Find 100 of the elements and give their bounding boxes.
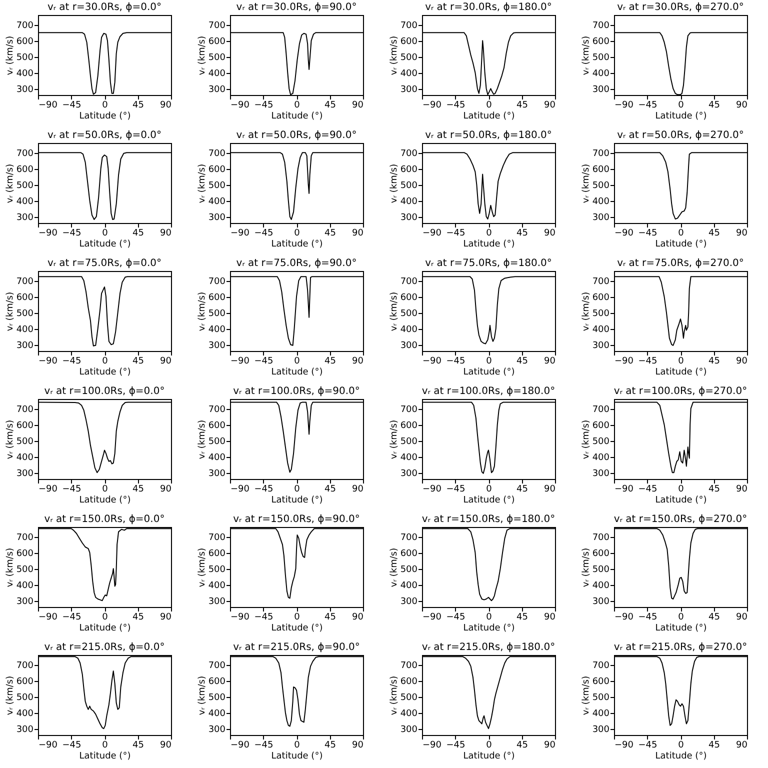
y-tick-label: 400 xyxy=(208,325,226,336)
y-tick-label: 500 xyxy=(208,693,226,704)
y-axis-title: vᵣ (km/s) xyxy=(197,292,208,332)
x-tick-label: −45 xyxy=(446,100,466,110)
y-tick-label: 500 xyxy=(592,565,610,576)
y-axis-title: vᵣ (km/s) xyxy=(197,36,208,76)
y-tick-label: 300 xyxy=(592,341,610,352)
x-axis-title: Latitude (°) xyxy=(79,240,131,250)
x-tick-label: 45 xyxy=(324,100,336,110)
x-tick-label: 90 xyxy=(352,740,364,750)
y-tick-label: 600 xyxy=(400,37,418,48)
y-axis-title: vᵣ (km/s) xyxy=(581,164,592,204)
x-tick-label: 45 xyxy=(324,356,336,366)
y-tick-label: 400 xyxy=(400,197,418,208)
y-tick-label: 700 xyxy=(16,149,34,160)
y-tick-label: 700 xyxy=(16,277,34,288)
x-tick-label: 90 xyxy=(352,228,364,238)
x-tick-label: −45 xyxy=(638,484,658,494)
chart-title: vᵣ at r=50.0Rs, ϕ=180.0° xyxy=(425,130,552,141)
y-tick-label: 300 xyxy=(16,725,34,736)
y-tick-label: 600 xyxy=(592,37,610,48)
y-tick-label: 300 xyxy=(16,597,34,608)
chart-title: vᵣ at r=30.0Rs, ϕ=180.0° xyxy=(425,2,552,13)
chart-title: vᵣ at r=150.0Rs, ϕ=0.0° xyxy=(44,514,165,525)
y-tick-label: 700 xyxy=(208,277,226,288)
x-tick-label: 45 xyxy=(708,228,720,238)
y-tick-label: 600 xyxy=(16,165,34,176)
x-tick-label: −45 xyxy=(254,484,274,494)
y-tick-label: 400 xyxy=(592,325,610,336)
y-tick-label: 300 xyxy=(400,213,418,224)
x-tick-label: −45 xyxy=(62,356,82,366)
x-tick-label: 90 xyxy=(544,612,556,622)
x-tick-label: 90 xyxy=(736,356,748,366)
y-axis-title: vᵣ (km/s) xyxy=(5,676,16,716)
x-axis-title: Latitude (°) xyxy=(79,496,131,506)
x-axis-title: Latitude (°) xyxy=(271,240,323,250)
x-tick-label: −90 xyxy=(614,100,634,110)
x-tick-label: 90 xyxy=(352,356,364,366)
y-axis-title: vᵣ (km/s) xyxy=(389,36,400,76)
y-tick-label: 700 xyxy=(400,661,418,672)
y-tick-label: 400 xyxy=(400,453,418,464)
y-tick-label: 300 xyxy=(592,725,610,736)
x-axis-title: Latitude (°) xyxy=(79,368,131,378)
y-tick-label: 600 xyxy=(16,37,34,48)
x-tick-label: −45 xyxy=(254,740,274,750)
y-tick-label: 600 xyxy=(400,421,418,432)
y-tick-label: 400 xyxy=(400,709,418,720)
y-axis-title: vᵣ (km/s) xyxy=(389,548,400,588)
x-tick-label: −90 xyxy=(614,484,634,494)
x-tick-label: 90 xyxy=(160,740,172,750)
x-tick-label: 90 xyxy=(736,100,748,110)
x-tick-label: 90 xyxy=(544,100,556,110)
y-axis-title: vᵣ (km/s) xyxy=(581,548,592,588)
y-axis-title: vᵣ (km/s) xyxy=(389,292,400,332)
x-tick-label: −45 xyxy=(62,484,82,494)
y-tick-label: 500 xyxy=(400,53,418,64)
y-tick-label: 500 xyxy=(592,53,610,64)
y-tick-label: 400 xyxy=(16,69,34,80)
chart-title: vᵣ at r=150.0Rs, ϕ=180.0° xyxy=(422,514,556,525)
x-tick-label: 0 xyxy=(678,356,684,366)
x-axis-title: Latitude (°) xyxy=(463,368,515,378)
x-axis-title: Latitude (°) xyxy=(271,624,323,634)
x-tick-label: 45 xyxy=(516,484,528,494)
x-tick-label: 45 xyxy=(708,356,720,366)
x-tick-label: 45 xyxy=(708,612,720,622)
chart-title: vᵣ at r=30.0Rs, ϕ=270.0° xyxy=(617,2,744,13)
x-tick-label: −90 xyxy=(422,356,442,366)
y-tick-label: 400 xyxy=(592,453,610,464)
y-tick-label: 600 xyxy=(400,165,418,176)
y-tick-label: 600 xyxy=(16,421,34,432)
x-tick-label: −45 xyxy=(446,740,466,750)
x-tick-label: −90 xyxy=(614,228,634,238)
y-tick-label: 400 xyxy=(208,453,226,464)
x-tick-label: 0 xyxy=(678,740,684,750)
chart-title: vᵣ at r=75.0Rs, ϕ=180.0° xyxy=(425,258,552,269)
x-tick-label: 0 xyxy=(486,612,492,622)
y-tick-label: 600 xyxy=(592,421,610,432)
x-tick-label: 0 xyxy=(678,612,684,622)
y-tick-label: 500 xyxy=(400,309,418,320)
chart-title: vᵣ at r=50.0Rs, ϕ=0.0° xyxy=(47,130,162,141)
y-tick-label: 500 xyxy=(208,53,226,64)
y-tick-label: 400 xyxy=(400,69,418,80)
y-tick-label: 300 xyxy=(208,341,226,352)
y-tick-label: 300 xyxy=(208,85,226,96)
y-tick-label: 600 xyxy=(208,165,226,176)
y-tick-label: 400 xyxy=(208,709,226,720)
y-tick-label: 700 xyxy=(592,533,610,544)
x-axis-title: Latitude (°) xyxy=(463,624,515,634)
x-tick-label: 0 xyxy=(486,100,492,110)
x-tick-label: −45 xyxy=(446,356,466,366)
y-tick-label: 500 xyxy=(208,565,226,576)
y-tick-label: 700 xyxy=(400,277,418,288)
chart-title: vᵣ at r=100.0Rs, ϕ=180.0° xyxy=(422,386,556,397)
x-tick-label: −90 xyxy=(38,612,58,622)
x-tick-label: 45 xyxy=(132,612,144,622)
y-axis-title: vᵣ (km/s) xyxy=(5,164,16,204)
x-axis-title: Latitude (°) xyxy=(463,496,515,506)
y-tick-label: 400 xyxy=(208,581,226,592)
x-tick-label: −90 xyxy=(422,100,442,110)
y-tick-label: 400 xyxy=(16,325,34,336)
